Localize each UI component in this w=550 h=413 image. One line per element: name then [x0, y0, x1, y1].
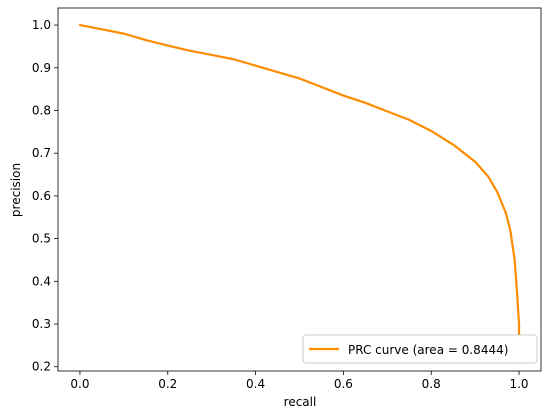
y-axis-ticks: 0.2 0.3 0.4 0.5 0.6 0.7 0.8 0.9 1.0	[32, 18, 58, 374]
y-tick-label: 0.6	[32, 189, 51, 203]
y-axis-label: precision	[9, 163, 23, 217]
x-axis-label: recall	[284, 395, 317, 409]
x-tick-label: 0.4	[246, 377, 265, 391]
legend: PRC curve (area = 0.8444)	[302, 334, 538, 364]
y-tick-label: 0.3	[32, 317, 51, 331]
legend-box	[302, 334, 538, 364]
x-tick-label: 0.2	[158, 377, 177, 391]
series-line-0	[78, 23, 521, 343]
y-tick-label: 0.4	[32, 274, 51, 288]
x-axis-ticks: 0.0 0.2 0.4 0.6 0.8 1.0	[70, 371, 529, 391]
legend-label: PRC curve (area = 0.8444)	[348, 343, 508, 357]
y-tick-label: 0.7	[32, 146, 51, 160]
plot-frame	[57, 7, 542, 372]
x-tick-label: 0.8	[422, 377, 441, 391]
y-tick-label: 0.5	[32, 232, 51, 246]
y-tick-label: 0.9	[32, 61, 51, 75]
plot-area	[57, 7, 542, 372]
x-tick-label: 0.6	[334, 377, 353, 391]
x-tick-label: 0.0	[70, 377, 89, 391]
y-tick-label: 0.8	[32, 103, 51, 117]
y-tick-label: 0.2	[32, 360, 51, 374]
y-tick-label: 1.0	[32, 18, 51, 32]
x-tick-label: 1.0	[509, 377, 528, 391]
